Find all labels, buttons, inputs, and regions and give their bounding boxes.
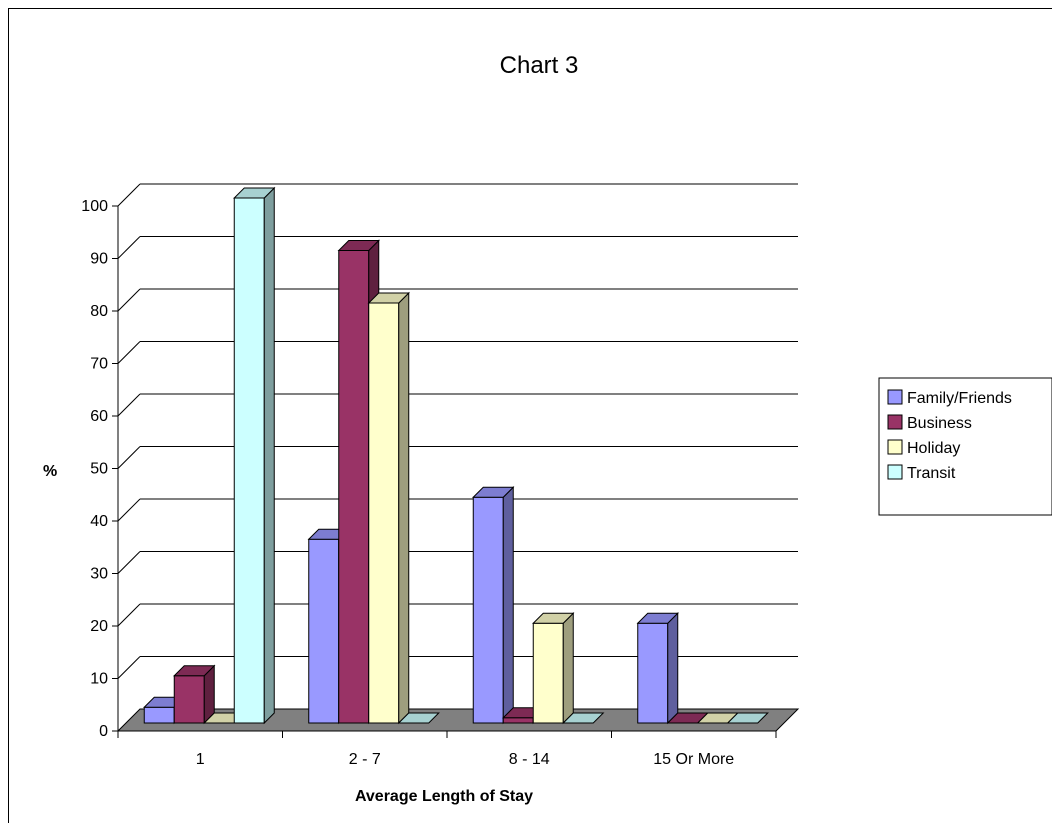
legend-label: Transit [907, 465, 956, 482]
x-tick-label: 2 - 7 [349, 751, 381, 768]
bar [173, 664, 216, 725]
bars [143, 186, 769, 725]
bar [532, 612, 575, 725]
x-tick-label: 15 Or More [653, 751, 734, 768]
x-axis-label: Average Length of Stay [355, 788, 533, 805]
y-tick-label: 30 [90, 566, 108, 583]
bar [472, 486, 515, 725]
y-tick-label: 20 [90, 618, 108, 635]
bar [367, 291, 410, 725]
axes [112, 205, 777, 738]
bar [397, 712, 440, 724]
legend-swatch [887, 389, 903, 405]
y-tick-label: 40 [90, 513, 108, 530]
legend-label: Family/Friends [907, 390, 1012, 407]
gridlines [117, 183, 798, 710]
legend-swatch [887, 439, 903, 455]
legend-label: Business [907, 415, 972, 432]
bar [636, 612, 679, 725]
y-tick-label: 90 [90, 251, 108, 268]
x-tick-label: 1 [196, 751, 205, 768]
legend-box [878, 377, 1052, 516]
legend-swatch [887, 464, 903, 480]
y-tick-label: 100 [81, 198, 108, 215]
bar [726, 712, 769, 724]
x-tick-label: 8 - 14 [509, 751, 550, 768]
y-tick-label: 70 [90, 356, 108, 373]
y-tick-label: 50 [90, 461, 108, 478]
bar [562, 712, 605, 724]
y-tick-label: 0 [99, 723, 108, 740]
legend-label: Holiday [907, 440, 960, 457]
legend-swatch [887, 414, 903, 430]
x-tick-labels: 1 2 - 7 8 - 14 15 Or More [196, 751, 735, 768]
bar [233, 186, 276, 725]
legend: Family/Friends Business Holiday Transit [878, 377, 1052, 516]
chart-title: Chart 3 [500, 52, 579, 79]
y-tick-label: 10 [90, 671, 108, 688]
y-tick-label: 80 [90, 303, 108, 320]
y-tick-label: 60 [90, 408, 108, 425]
y-tick-labels: 0 10 20 30 40 50 60 70 80 90 100 [81, 198, 108, 740]
y-axis-label: % [43, 463, 57, 480]
